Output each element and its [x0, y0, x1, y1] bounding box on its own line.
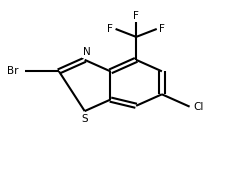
- Text: Br: Br: [7, 66, 19, 76]
- Text: F: F: [133, 11, 139, 21]
- Text: N: N: [83, 47, 90, 57]
- Text: F: F: [158, 24, 164, 34]
- Text: Cl: Cl: [192, 102, 202, 112]
- Text: S: S: [81, 114, 88, 124]
- Text: F: F: [107, 24, 113, 34]
